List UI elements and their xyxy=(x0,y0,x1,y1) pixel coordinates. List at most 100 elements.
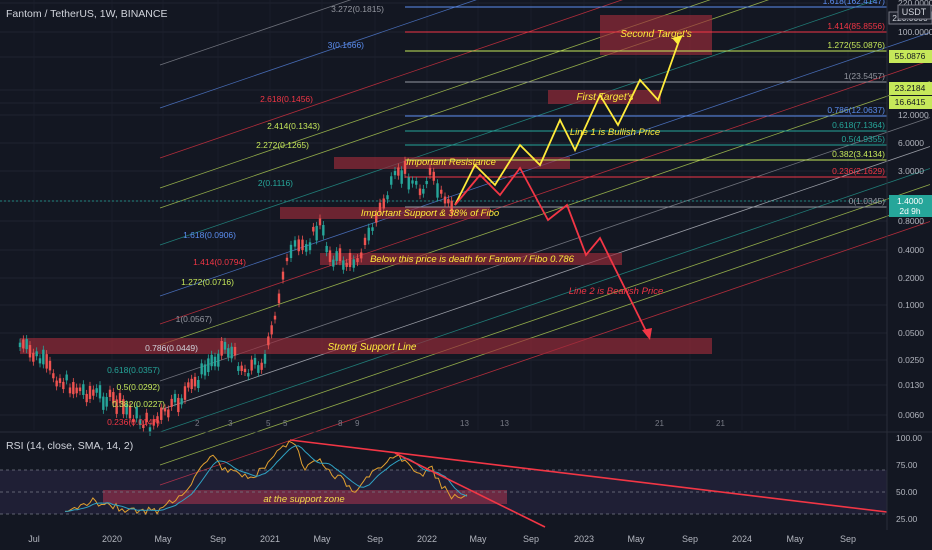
price-tick-label: 100.0000 xyxy=(898,27,932,37)
candle-body xyxy=(411,180,414,184)
time-tick-label: 2023 xyxy=(574,534,594,544)
candle-body xyxy=(18,342,22,348)
candle-body xyxy=(122,399,125,415)
annotation-label: Strong Support Line xyxy=(328,342,417,353)
channel-label: 0.5(0.0292) xyxy=(117,382,161,392)
candle-body xyxy=(352,259,355,268)
candle-body xyxy=(305,244,308,252)
candle-body xyxy=(397,167,400,176)
channel-line xyxy=(159,168,931,433)
candle-body xyxy=(35,351,38,357)
candle-body xyxy=(345,262,348,267)
channel-label: 0.618(0.0357) xyxy=(107,365,160,375)
time-tick-label: 2022 xyxy=(417,534,437,544)
price-badge-label: 55.0876 xyxy=(895,51,926,61)
time-tick-label: May xyxy=(786,534,804,544)
rsi-title: RSI (14, close, SMA, 14, 2) xyxy=(6,440,134,452)
price-tick-label: 0.2000 xyxy=(898,273,924,283)
candle-body xyxy=(297,239,300,252)
candle-body xyxy=(220,340,223,356)
channel-line xyxy=(159,117,931,382)
channel-line xyxy=(159,0,623,159)
candle-body xyxy=(257,365,260,373)
channel-line xyxy=(159,184,931,449)
projection-lines xyxy=(454,35,683,340)
candle-body xyxy=(145,412,148,423)
candle-body xyxy=(38,358,42,364)
candle-body xyxy=(312,226,315,232)
candle-body xyxy=(407,177,410,190)
candle-body xyxy=(260,362,263,370)
candle-body xyxy=(263,353,267,364)
candle-body xyxy=(223,341,227,350)
rsi-panel xyxy=(0,439,888,528)
candle-body xyxy=(277,293,281,304)
price-tick-label: 0.1000 xyxy=(898,300,924,310)
candle-body xyxy=(243,368,247,373)
time-tick-label: May xyxy=(313,534,331,544)
channel-label: 0.786(0.0449) xyxy=(145,343,198,353)
candle-body xyxy=(378,202,382,212)
channel-label: 2.618(0.1456) xyxy=(260,94,313,104)
candle-body xyxy=(335,251,338,261)
candle-body xyxy=(45,354,48,369)
candles xyxy=(18,156,453,437)
candle-body xyxy=(360,252,363,259)
candle-body xyxy=(267,336,270,346)
rsi-trendline-2 xyxy=(394,452,546,528)
time-tick-label: Sep xyxy=(210,534,226,544)
candle-body xyxy=(332,259,335,267)
channel-label: 1.414(0.0794) xyxy=(193,257,246,267)
candle-body xyxy=(112,392,115,404)
candle-body xyxy=(105,396,108,407)
candle-body xyxy=(92,389,95,396)
bar-count-marker: 13 xyxy=(500,419,509,428)
candle-body xyxy=(72,382,75,395)
candle-body xyxy=(132,418,135,423)
bearish-projection-line xyxy=(454,166,649,336)
candle-body xyxy=(217,353,220,367)
price-badge xyxy=(889,82,932,95)
candle-body xyxy=(253,357,257,365)
price-tick-label: 6.0000 xyxy=(898,138,924,148)
fib-level-label: 1.414(85.8556) xyxy=(827,21,885,31)
channel-label: 2(0.1116) xyxy=(258,178,293,188)
candle-body xyxy=(425,180,428,185)
price-badge xyxy=(889,96,932,109)
candle-body xyxy=(348,252,352,268)
bullish-projection-line xyxy=(454,37,681,206)
channel-line xyxy=(159,60,931,325)
fib-level-label: 1.272(55.0876) xyxy=(827,40,885,50)
price-tick-label: 0.8000 xyxy=(898,216,924,226)
candle-body xyxy=(386,195,389,200)
countdown-label: 2d 9h xyxy=(899,206,921,216)
currency-badge-label: USDT xyxy=(902,7,927,17)
candle-body xyxy=(403,160,407,174)
candle-body xyxy=(22,339,25,349)
price-tick-label: 3.0000 xyxy=(898,166,924,176)
candle-body xyxy=(247,373,250,377)
candle-body xyxy=(187,382,190,388)
candle-body xyxy=(328,250,332,262)
annotation-label: Important Resistance xyxy=(406,157,496,168)
candle-body xyxy=(78,387,82,392)
bearish-arrowhead xyxy=(642,328,652,340)
bar-count-marker: 21 xyxy=(716,419,725,428)
candle-body xyxy=(325,245,328,253)
fib-level-label: 0.236(2.1629) xyxy=(832,166,885,176)
candle-body xyxy=(68,387,72,394)
price-tick-label: 0.0250 xyxy=(898,355,924,365)
annotation-label: at the support zone xyxy=(263,494,344,505)
time-tick-label: Sep xyxy=(840,534,856,544)
candle-body xyxy=(95,388,98,393)
time-tick-label: Sep xyxy=(367,534,383,544)
price-badge-label: 16.6415 xyxy=(895,97,926,107)
candle-body xyxy=(58,378,62,384)
zone-second-target xyxy=(600,15,712,55)
candle-body xyxy=(142,424,145,429)
candle-body xyxy=(250,359,253,371)
bar-count-marker: 5 xyxy=(266,419,271,428)
candle-body xyxy=(432,171,435,181)
